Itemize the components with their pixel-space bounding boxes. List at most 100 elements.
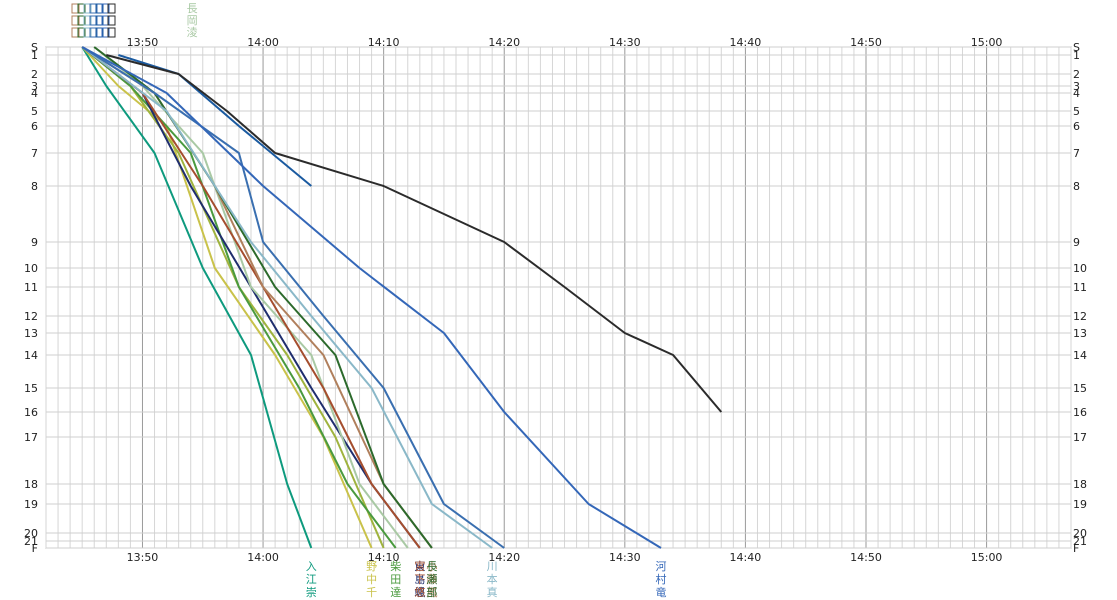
y-tick-label-right: 15	[1073, 382, 1087, 395]
y-tick-label-left: 18	[24, 478, 38, 491]
y-tick-label-right: 13	[1073, 327, 1087, 340]
finisher-name-char: 部	[426, 585, 437, 599]
start-name-cluster-mark	[71, 27, 80, 38]
x-tick-label-bottom: 14:00	[247, 551, 279, 564]
y-tick-label-right: 7	[1073, 147, 1080, 160]
series-line-13	[81, 46, 662, 549]
finisher-name-char: 下	[414, 573, 425, 586]
finisher-name-char: 河	[656, 560, 667, 573]
top-name-char: 淩	[187, 25, 198, 39]
y-tick-label-left: 16	[24, 406, 38, 419]
y-tick-label-right: 19	[1073, 498, 1087, 511]
y-tick-label-right: 6	[1073, 120, 1080, 133]
plot-area	[45, 46, 1072, 549]
y-tick-label-right: 2	[1073, 68, 1080, 81]
finisher-name-char: 宮	[414, 559, 425, 573]
start-name-cluster-mark	[95, 15, 104, 26]
start-name-cluster-mark	[83, 15, 92, 26]
y-tick-label-right: 21	[1073, 535, 1087, 548]
y-tick-label-left: 7	[31, 147, 38, 160]
finisher-name-char: 瀬	[426, 572, 437, 586]
finisher-name-char: 中	[366, 573, 377, 586]
y-tick-label-right: 16	[1073, 406, 1087, 419]
y-tick-label-left: 9	[31, 236, 38, 249]
start-name-cluster-mark	[95, 3, 104, 14]
y-tick-label-right: 5	[1073, 105, 1080, 118]
finisher-name-char: 長	[426, 560, 437, 573]
y-tick-label-left: 4	[31, 87, 38, 100]
series-line-11	[81, 46, 505, 549]
y-tick-label-left: 6	[31, 120, 38, 133]
start-name-cluster-mark	[89, 3, 98, 14]
start-name-cluster-mark	[95, 27, 104, 38]
x-tick-label-bottom: 14:40	[730, 551, 762, 564]
start-name-cluster-mark	[83, 3, 92, 14]
y-tick-label-left: 14	[24, 349, 38, 362]
finisher-name-char: 柴	[390, 559, 401, 573]
x-tick-label-bottom: 15:00	[971, 551, 1003, 564]
finisher-name-char: 千	[366, 586, 377, 599]
x-tick-label-bottom: 13:50	[127, 551, 159, 564]
x-tick-label-top: 14:50	[850, 36, 882, 49]
finisher-name-char: 村	[656, 572, 667, 586]
start-name-cluster-mark	[71, 15, 80, 26]
x-tick-label-top: 14:20	[488, 36, 520, 49]
finisher-name-char: 島	[414, 572, 425, 586]
start-name-cluster-mark	[101, 3, 110, 14]
y-tick-label-left: 20	[24, 527, 38, 540]
start-name-cluster-mark	[77, 15, 86, 26]
x-axis-tick-labels: 13:50 13:50 14:00 14:00 14:10 14:10 14:20 14:20…	[127, 36, 1003, 564]
x-tick-label-top: 13:50	[127, 36, 159, 49]
x-tick-label-top: 14:00	[247, 36, 279, 49]
y-tick-label-left: S	[31, 41, 38, 54]
y-tick-label-right: 8	[1073, 180, 1080, 193]
y-tick-label-left: 5	[31, 105, 38, 118]
y-tick-label-right: 1	[1073, 49, 1080, 62]
y-tick-label-left: 21	[24, 535, 38, 548]
x-tick-label-top: 14:30	[609, 36, 641, 49]
y-tick-label-left: 1	[31, 49, 38, 62]
y-tick-label-right: 3	[1073, 80, 1080, 93]
finisher-name-char: 本	[487, 572, 498, 586]
finisher-name-char: 川	[487, 560, 498, 573]
y-tick-label-left: 11	[24, 281, 38, 294]
finisher-name-char: 達	[390, 586, 401, 599]
y-tick-label-right: F	[1073, 542, 1079, 555]
start-name-cluster-mark	[71, 3, 80, 14]
start-name-cluster-mark	[107, 3, 116, 14]
y-tick-label-right: 12	[1073, 310, 1087, 323]
finisher-name-char: 颯	[414, 586, 425, 599]
finisher-name-char: 江	[306, 573, 317, 586]
y-tick-label-left: 15	[24, 382, 38, 395]
start-name-cluster-mark	[107, 15, 116, 26]
y-tick-label-left: 13	[24, 327, 38, 340]
y-tick-label-right: 18	[1073, 478, 1087, 491]
series-line-14	[106, 54, 723, 413]
finisher-name-char: 入	[306, 560, 317, 573]
start-name-cluster-mark	[107, 27, 116, 38]
start-name-cluster-mark	[101, 15, 110, 26]
y-tick-label-right: 9	[1073, 236, 1080, 249]
start-name-cluster-mark	[89, 27, 98, 38]
finisher-name-char: 悠	[414, 585, 425, 599]
y-tick-label-right: 11	[1073, 281, 1087, 294]
start-name-cluster-mark	[101, 27, 110, 38]
series-line-12	[118, 54, 312, 187]
x-tick-label-top: 14:10	[368, 36, 400, 49]
x-tick-label-bottom: 14:20	[488, 551, 520, 564]
x-tick-label-bottom: 14:10	[368, 551, 400, 564]
finisher-name-char: 小	[426, 560, 437, 573]
finisher-name-char: 田	[390, 573, 401, 586]
y-tick-label-right: 17	[1073, 431, 1087, 444]
y-tick-label-left: 12	[24, 310, 38, 323]
y-tick-label-right: 10	[1073, 262, 1087, 275]
finisher-name-char: 嵐	[426, 586, 437, 599]
top-name-char: 長	[187, 2, 198, 15]
x-tick-label-bottom: 14:30	[609, 551, 641, 564]
start-name-cluster-mark	[77, 3, 86, 14]
x-tick-label-top: 14:40	[730, 36, 762, 49]
series-line-4	[81, 46, 397, 549]
start-name-cluster-mark	[83, 27, 92, 38]
